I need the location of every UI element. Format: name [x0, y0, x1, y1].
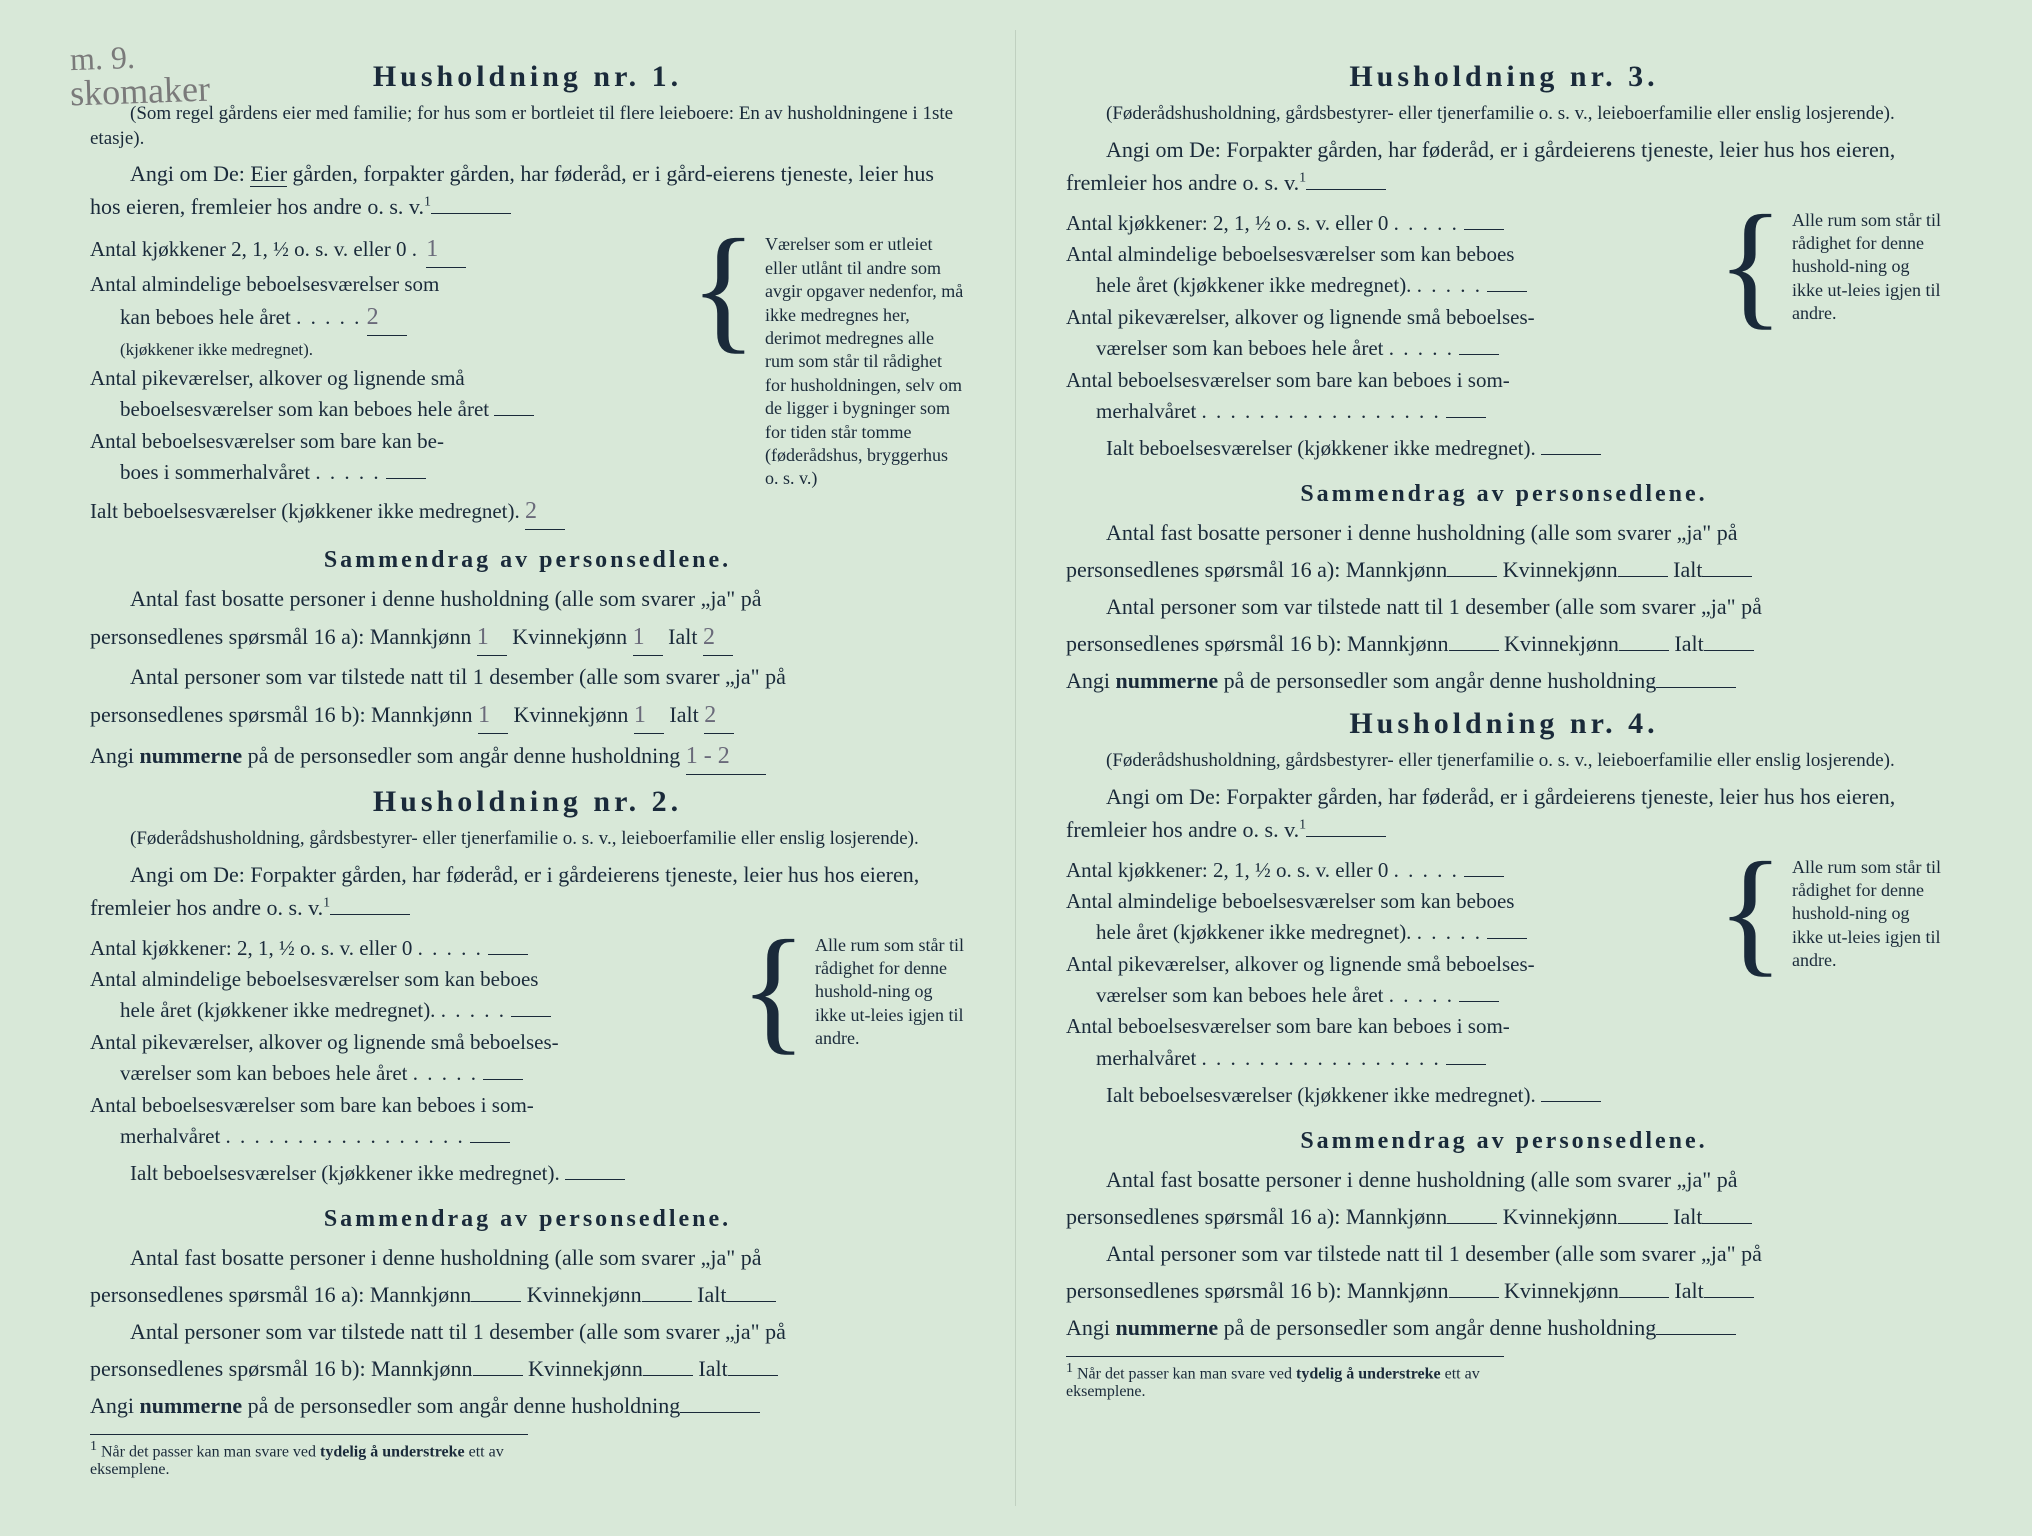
footnote-left: 1 Når det passer kan man svare ved tydel… — [90, 1434, 528, 1479]
left-page: m. 9. skomaker Husholdning nr. 1. (Som r… — [40, 30, 1016, 1506]
h2-title: Husholdning nr. 2. — [90, 785, 965, 819]
h1-note: (Som regel gårdens eier med familie; for… — [90, 102, 965, 151]
h1-side: Værelser som er utleiet eller utlånt til… — [765, 233, 965, 490]
h4-title: Husholdning nr. 4. — [1066, 707, 1942, 741]
h1-rooms: Antal kjøkkener 2, 1, ½ o. s. v. eller 0… — [90, 233, 965, 532]
footnote-right: 1 Når det passer kan man svare ved tydel… — [1066, 1356, 1504, 1401]
summary1-title: Sammendrag av personsedlene. — [90, 547, 965, 574]
brace-icon: { — [690, 233, 757, 345]
h1-title: Husholdning nr. 1. — [90, 60, 965, 94]
handwriting-2: skomaker — [69, 68, 210, 115]
h3-title: Husholdning nr. 3. — [1066, 60, 1942, 94]
right-page: Husholdning nr. 3. (Føderådshusholdning,… — [1016, 30, 1992, 1506]
h1-angi: Angi om De: Eier gården, forpakter gårde… — [90, 157, 965, 223]
